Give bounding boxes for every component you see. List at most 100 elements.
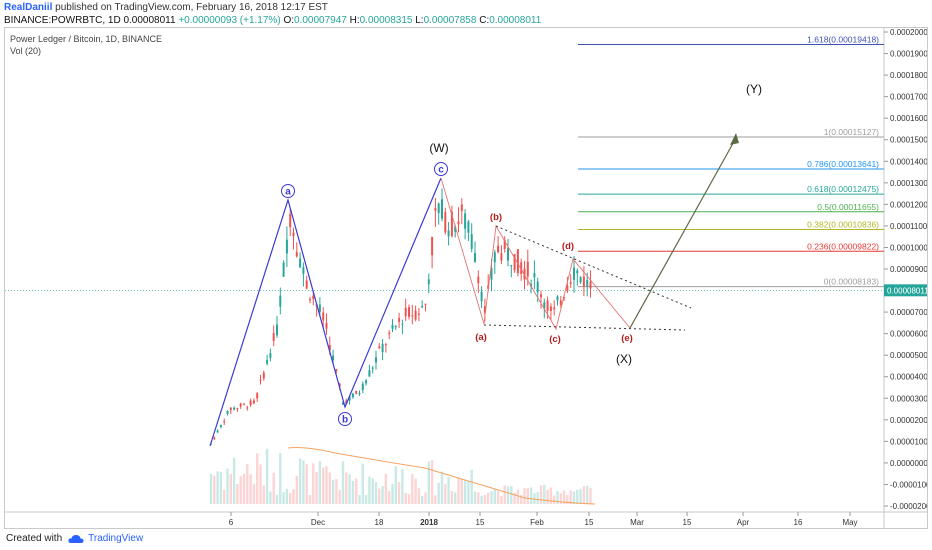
- candle: [371, 366, 374, 374]
- candle-body: [223, 421, 226, 423]
- volume-bar: [341, 461, 345, 504]
- volume-bar: [546, 489, 549, 504]
- candle-body: [219, 424, 222, 427]
- candle: [457, 207, 460, 233]
- candle: [378, 343, 381, 349]
- volume-bar: [523, 488, 526, 504]
- candle-body: [408, 307, 410, 317]
- time-axis-tick-label: 15: [476, 518, 485, 527]
- volume-bar: [219, 471, 223, 504]
- candle-body: [375, 357, 377, 363]
- volume-bar: [272, 472, 275, 504]
- volume-bar: [473, 491, 477, 504]
- candle: [236, 407, 239, 412]
- candle-body: [424, 303, 427, 305]
- candle-body: [269, 353, 272, 358]
- volume-bar: [292, 489, 295, 504]
- tradingview-logo[interactable]: TradingView: [68, 533, 143, 544]
- candle: [493, 249, 496, 274]
- candle: [285, 226, 288, 267]
- candle: [549, 303, 552, 320]
- wave-red-label: (c): [549, 334, 561, 345]
- candle: [282, 260, 285, 278]
- volume-bar: [556, 491, 559, 504]
- candle: [421, 300, 424, 309]
- volume-bar: [371, 478, 374, 504]
- volume-bar: [322, 467, 325, 504]
- candle-body: [513, 254, 516, 271]
- candle: [398, 312, 401, 328]
- candle-body: [348, 396, 351, 401]
- volume-bar: [285, 488, 289, 504]
- candle: [325, 313, 328, 335]
- low-label: L:: [415, 15, 424, 26]
- wave-circle-marker: [434, 162, 448, 176]
- wave-major-label: (X): [616, 352, 632, 366]
- candle: [256, 391, 259, 402]
- candle: [259, 374, 262, 385]
- candle: [216, 429, 219, 433]
- volume-bar: [520, 494, 523, 504]
- volume-bar: [516, 489, 520, 504]
- volume-bar: [427, 461, 430, 504]
- projection-arrow-line: [629, 137, 737, 329]
- time-axis-tick-label: Feb: [530, 518, 544, 527]
- candle-body: [559, 300, 562, 305]
- volume-bar: [457, 477, 460, 504]
- candle-body: [285, 239, 288, 254]
- volume-bar: [437, 482, 440, 504]
- close-label: C:: [479, 15, 490, 26]
- candle: [269, 348, 272, 362]
- candle: [223, 418, 226, 426]
- volume-bar: [447, 476, 450, 504]
- candle-body: [546, 300, 549, 311]
- candle: [464, 208, 467, 240]
- volume-bar: [549, 487, 553, 504]
- candle: [276, 316, 278, 338]
- candle: [335, 368, 338, 374]
- time-axis-tick-label: Mar: [630, 518, 644, 527]
- author-link[interactable]: RealDaniil: [4, 2, 53, 13]
- candle-body: [500, 253, 503, 261]
- wave-x-line: [440, 177, 631, 331]
- candle-body: [384, 344, 387, 346]
- volume-bar: [394, 466, 397, 504]
- candle: [388, 330, 391, 340]
- volume-bar: [391, 483, 394, 504]
- candle-body: [299, 258, 302, 268]
- chart-frame[interactable]: Power Ledger / Bitcoin, 1D, BINANCE Vol …: [4, 27, 928, 529]
- candle: [404, 298, 407, 321]
- volume-bar: [579, 488, 582, 504]
- candle-body: [582, 276, 585, 287]
- volume-bar: [239, 476, 242, 504]
- candle-body: [464, 213, 467, 229]
- candle-body: [289, 214, 292, 228]
- volume-bar: [262, 485, 265, 504]
- candle-body: [226, 410, 229, 414]
- candle-body: [365, 380, 368, 384]
- candle-body: [523, 268, 526, 280]
- volume-bar: [295, 476, 298, 504]
- volume-bar: [510, 486, 513, 504]
- candle-body: [249, 400, 252, 405]
- candle-body: [457, 221, 460, 225]
- candle: [355, 390, 358, 395]
- fib-level-label: 0(0.00008183): [824, 277, 879, 287]
- volume-bar: [381, 486, 384, 504]
- candle-body: [493, 252, 496, 263]
- candle: [239, 402, 242, 409]
- volume-bar: [302, 460, 305, 504]
- volume-bar: [318, 461, 322, 504]
- volume-bar: [454, 492, 457, 504]
- candle-body: [490, 268, 493, 280]
- candle-body: [516, 249, 519, 274]
- candle: [266, 354, 269, 366]
- candle-body: [371, 367, 374, 369]
